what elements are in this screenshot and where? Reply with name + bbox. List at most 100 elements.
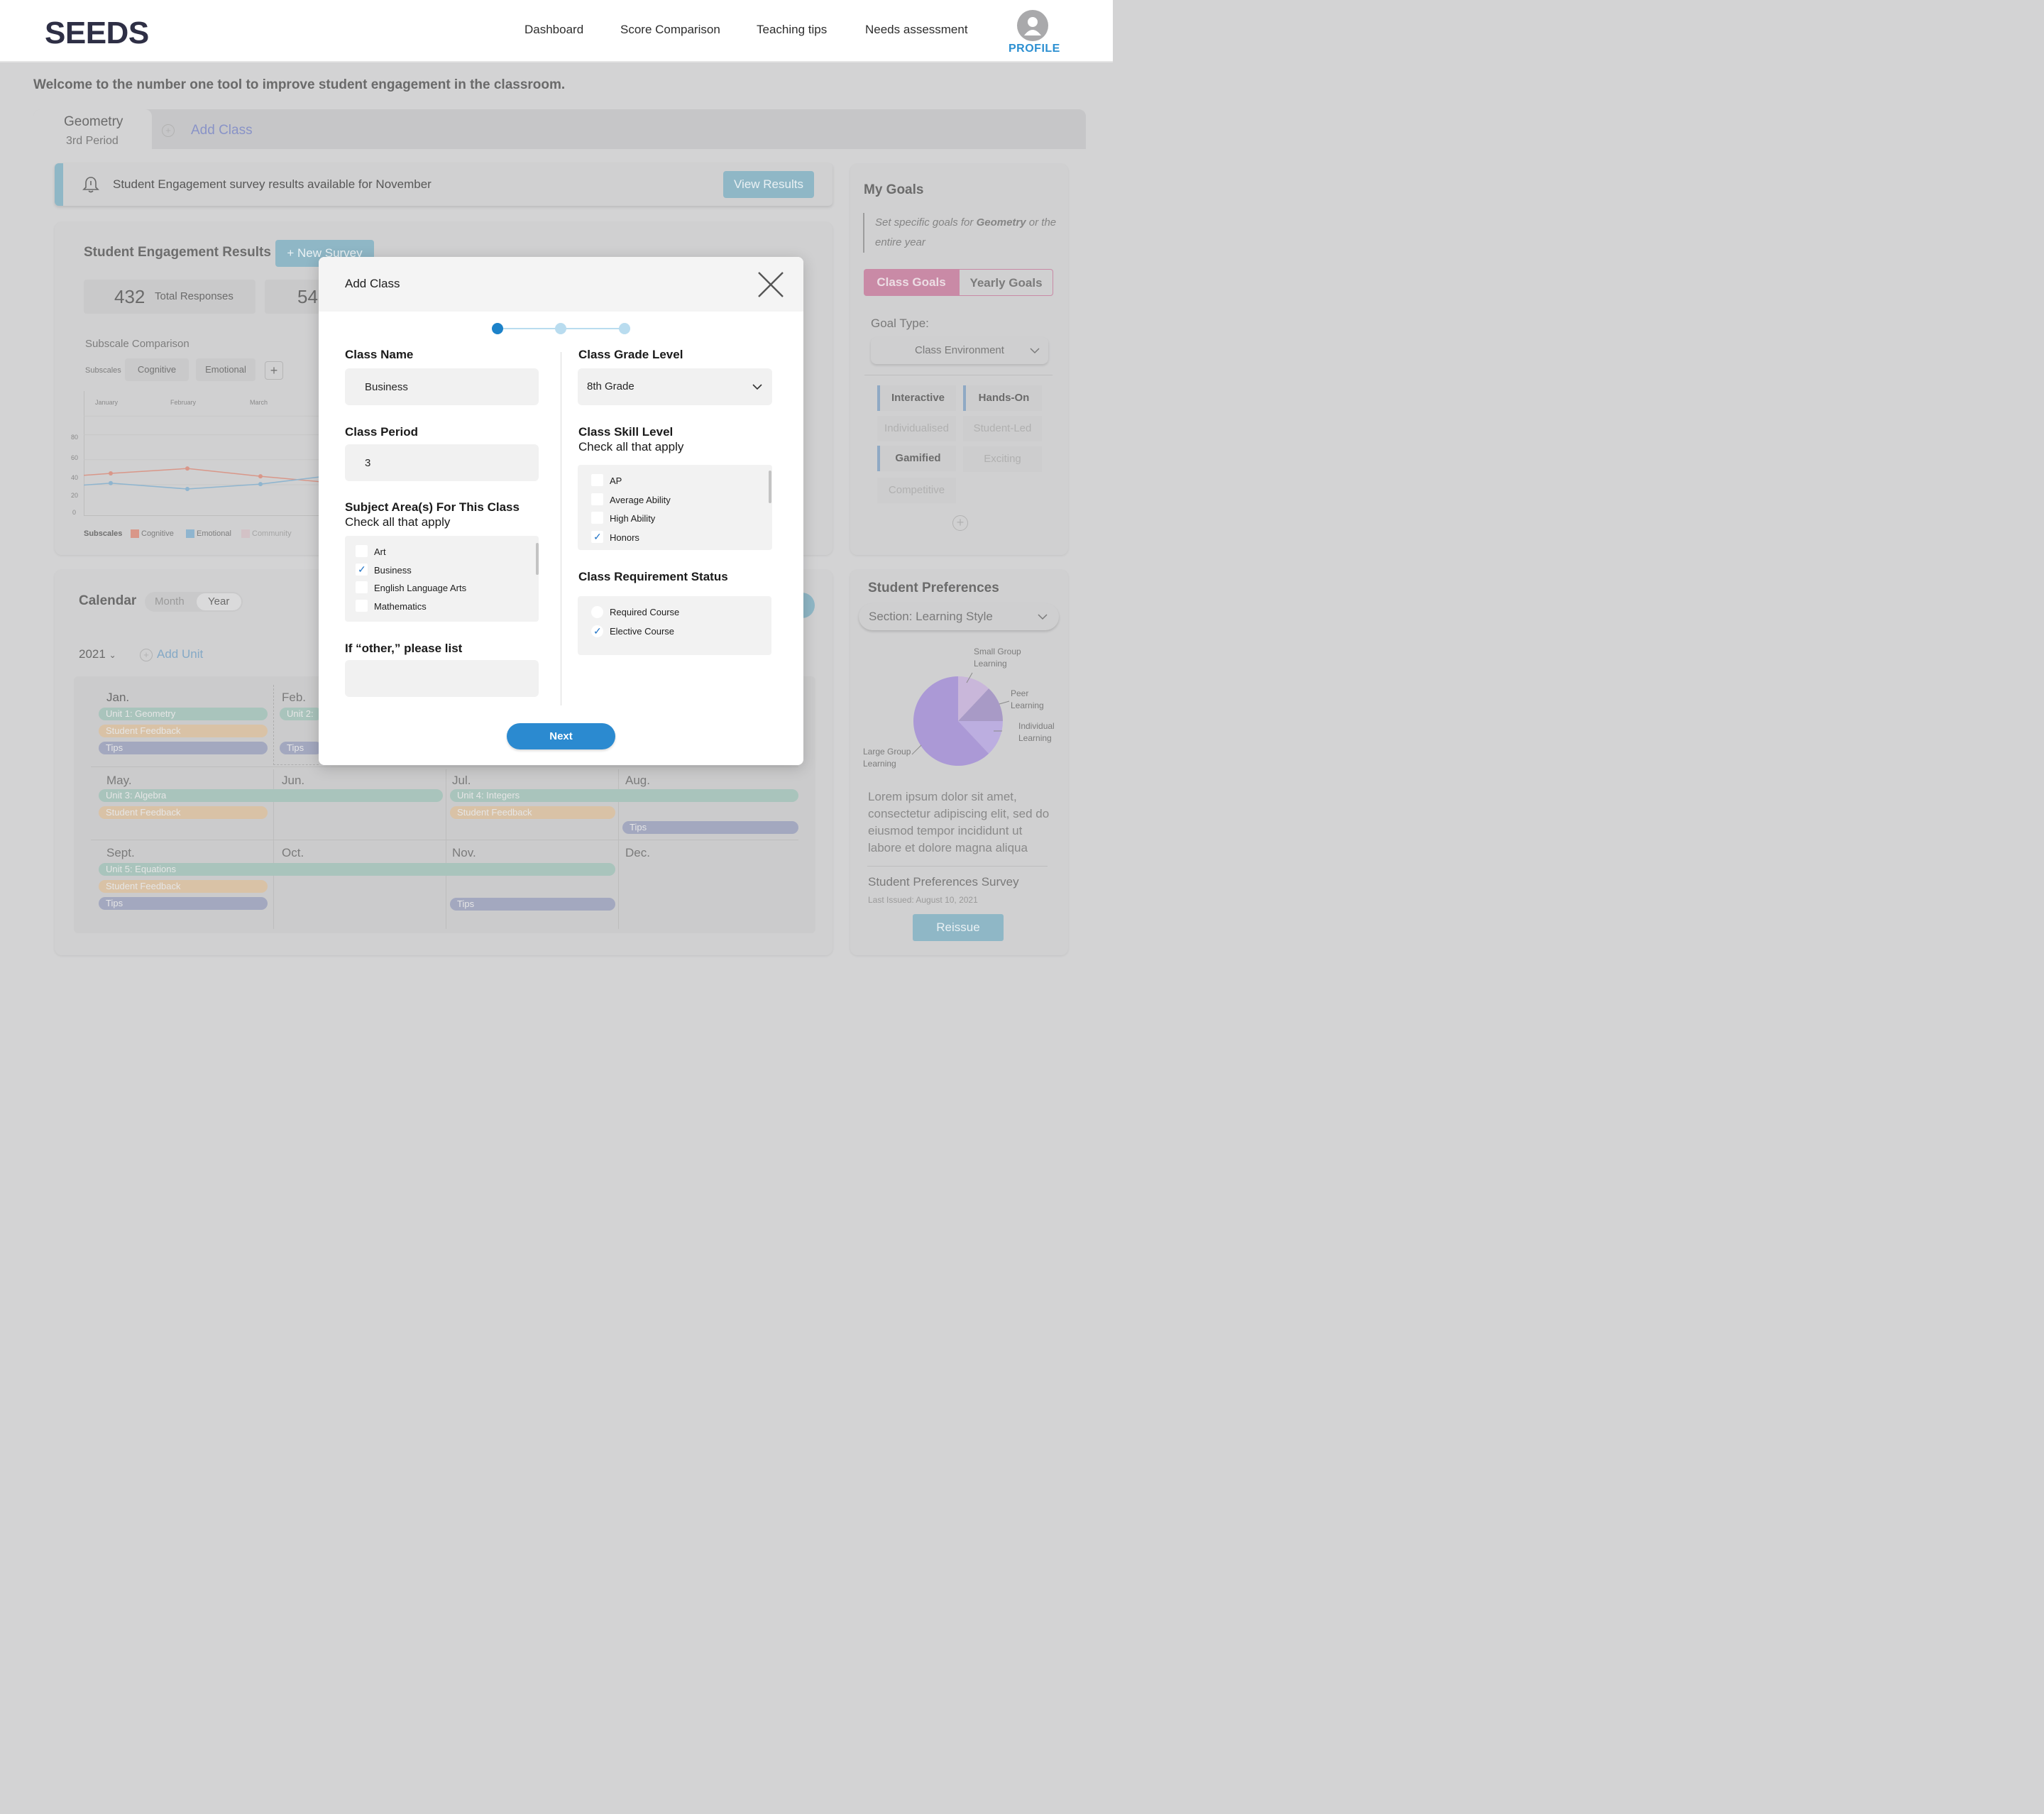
add-subscale-icon[interactable]: + xyxy=(265,361,283,380)
subject-area-list[interactable]: Art ✓ Business English Language Arts Mathema… xyxy=(345,536,539,622)
survey-alert xyxy=(55,163,833,206)
welcome-text: Welcome to the number one tool to improv… xyxy=(33,77,566,92)
scrollbar-thumb[interactable] xyxy=(536,543,539,575)
profile-label[interactable]: PROFILE xyxy=(1009,43,1060,55)
feedback-bar[interactable]: Student Feedback xyxy=(99,725,268,737)
feedback-bar[interactable]: Student Feedback xyxy=(99,806,268,819)
month-divider xyxy=(273,685,319,765)
class-tab-geometry[interactable] xyxy=(33,109,152,149)
total-responses-card xyxy=(84,280,256,314)
unit-bar[interactable]: Unit 2: xyxy=(280,708,322,720)
unit-bar[interactable]: Unit 3: Algebra xyxy=(99,789,443,802)
unit-bar[interactable]: Unit 5: Equations xyxy=(99,863,615,876)
tab-class-goals[interactable]: Class Goals xyxy=(864,269,959,296)
preferences-section-value: Section: Learning Style xyxy=(869,610,993,623)
view-results-button[interactable]: View Results xyxy=(723,171,814,198)
skill-level-list[interactable]: AP Average Ability High Ability ✓ Honors xyxy=(578,465,772,550)
nav-dashboard[interactable]: Dashboard xyxy=(524,23,584,36)
step-3-dot[interactable] xyxy=(619,323,630,334)
goal-chip-interactive[interactable]: Interactive xyxy=(877,385,956,411)
checkbox[interactable]: ✓ xyxy=(356,563,368,576)
pie-label-large-group: Large Group Learning xyxy=(863,747,911,769)
checkbox[interactable] xyxy=(591,512,603,524)
goal-chip-competitive[interactable]: Competitive xyxy=(877,478,956,503)
nav-needs-assessment[interactable]: Needs assessment xyxy=(865,23,968,36)
goal-chip-gamified[interactable]: Gamified xyxy=(877,446,956,471)
add-goal-icon[interactable]: + xyxy=(952,515,968,531)
pie-slice xyxy=(913,676,989,766)
option-label: Business xyxy=(374,564,412,576)
plus-icon[interactable]: + xyxy=(162,124,175,137)
toggle-month[interactable]: Month xyxy=(155,595,185,608)
other-subject-input[interactable] xyxy=(345,660,539,697)
series-line xyxy=(84,476,325,490)
bell-icon xyxy=(82,177,99,193)
subscale-chip-emotional[interactable]: Emotional xyxy=(196,358,256,381)
tips-bar[interactable]: Tips xyxy=(622,821,798,834)
feedback-bar[interactable]: Student Feedback xyxy=(99,880,268,893)
next-button[interactable]: Next xyxy=(507,723,615,749)
preferences-description: Lorem ipsum dolor sit amet, consectetur … xyxy=(868,790,1050,854)
tips-bar[interactable]: Tips xyxy=(99,742,268,754)
checkbox[interactable] xyxy=(591,474,603,486)
subscale-chip-cognitive[interactable]: Cognitive xyxy=(125,358,189,381)
tips-bar[interactable]: Tips xyxy=(99,897,268,910)
unit-bar[interactable]: Unit 1: Geometry xyxy=(99,708,268,720)
avatar[interactable] xyxy=(1017,10,1048,41)
radio-button[interactable]: ✓ xyxy=(591,625,603,637)
checkbox[interactable]: ✓ xyxy=(591,530,603,543)
nav-teaching-tips[interactable]: Teaching tips xyxy=(757,23,828,36)
plus-icon[interactable]: + xyxy=(140,649,153,661)
reissue-button[interactable]: Reissue xyxy=(913,914,1004,941)
checkbox[interactable] xyxy=(356,545,368,557)
check-icon: ✓ xyxy=(593,530,602,542)
preferences-section-select[interactable]: Section: Learning Style xyxy=(859,603,1059,630)
goal-chip-individualised[interactable]: Individualised xyxy=(877,416,956,441)
toggle-year[interactable]: Year xyxy=(208,595,230,608)
year-select[interactable]: 2021 ⌄ xyxy=(79,647,116,661)
unit-bar[interactable]: Unit 4: Integers xyxy=(450,789,798,802)
step-2-dot[interactable] xyxy=(555,323,566,334)
calendar-title: Calendar xyxy=(79,593,137,608)
add-unit-button[interactable]: Add Unit xyxy=(157,647,204,661)
data-point xyxy=(109,471,113,476)
feedback-bar[interactable]: Student Feedback xyxy=(450,806,615,819)
toggle-thumb xyxy=(197,593,241,610)
modal-header: Add Class xyxy=(319,257,803,312)
nav-score-comparison[interactable]: Score Comparison xyxy=(620,23,720,36)
pie-slice xyxy=(958,721,1003,754)
add-class-tab[interactable]: Add Class xyxy=(191,123,253,138)
app-logo[interactable]: SEEDS xyxy=(45,16,149,50)
goal-type-select[interactable]: Class Environment xyxy=(871,337,1048,364)
radio-button[interactable] xyxy=(591,606,603,618)
tips-bar[interactable]: Tips xyxy=(450,898,615,911)
tips-bar[interactable]: Tips xyxy=(280,742,322,754)
tab-yearly-goals[interactable]: Yearly Goals xyxy=(959,269,1053,296)
class-name-input[interactable] xyxy=(345,368,539,405)
modal-title: Add Class xyxy=(345,277,400,290)
data-point xyxy=(185,466,189,471)
pie-leader-lines xyxy=(911,672,1010,755)
requirement-label: Class Requirement Status xyxy=(578,570,728,583)
goal-chip-student-led[interactable]: Student-Led xyxy=(963,416,1042,441)
class-tab-period: 3rd Period xyxy=(66,135,119,147)
checkbox[interactable] xyxy=(356,581,368,593)
goals-description: Set specific goals for Geometry or the e… xyxy=(863,213,1059,253)
class-tab-title: Geometry xyxy=(64,114,123,129)
scrollbar-thumb[interactable] xyxy=(769,471,771,503)
goal-chip-hands-on[interactable]: Hands-On xyxy=(963,385,1042,411)
step-1-dot[interactable] xyxy=(492,323,503,334)
data-point xyxy=(185,487,189,491)
goal-chip-exciting[interactable]: Exciting xyxy=(963,446,1042,472)
close-icon[interactable] xyxy=(757,270,785,299)
goal-type-value: Class Environment xyxy=(915,344,1004,356)
add-class-modal: Add Class Class Name Class Period Subjec… xyxy=(319,257,803,765)
class-period-input[interactable] xyxy=(345,444,539,481)
requirement-list[interactable]: Required Course ✓ Elective Course xyxy=(578,596,771,655)
pie-slice xyxy=(958,676,989,721)
checkbox[interactable] xyxy=(356,599,368,612)
checkbox[interactable] xyxy=(591,493,603,505)
grade-level-select[interactable]: 8th Grade xyxy=(578,368,772,405)
col-divider xyxy=(618,769,619,929)
option-label: Mathematics xyxy=(374,600,427,612)
